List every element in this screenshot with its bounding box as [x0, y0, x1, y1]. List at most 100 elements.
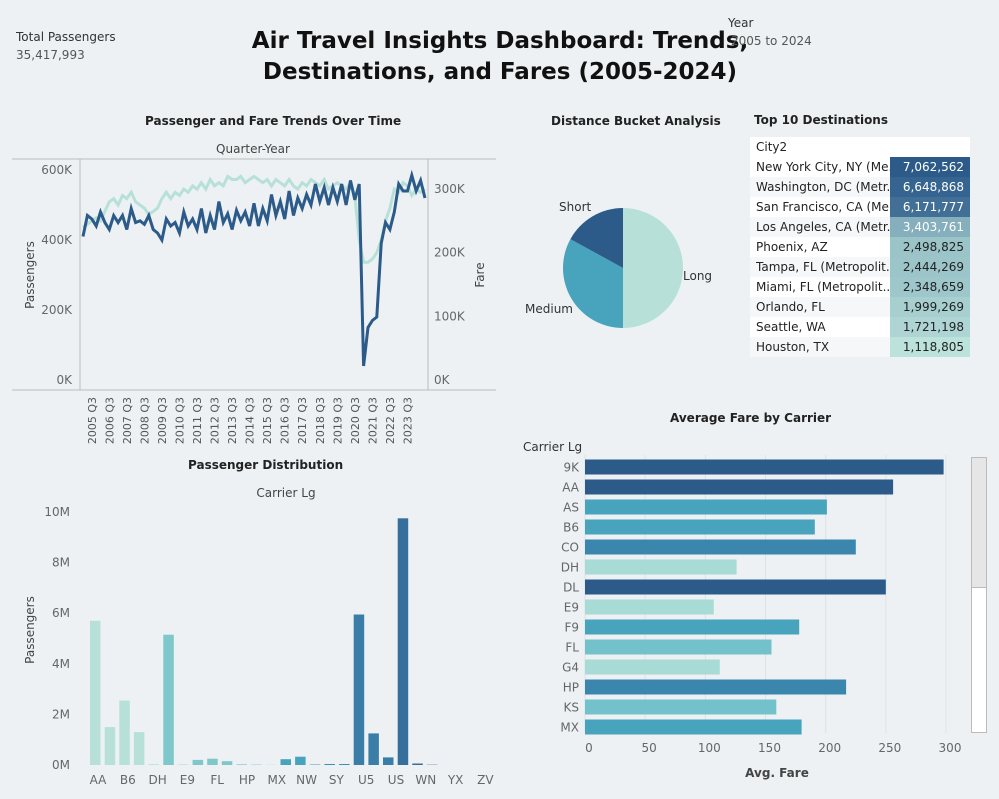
- fare-bar[interactable]: [585, 659, 720, 675]
- distribution-chart: Carrier Lg Passengers 10M 8M 6M 4M 2M 0M AA B6…: [23, 486, 494, 787]
- trend-x-tick: 2008 Q3: [138, 397, 151, 444]
- destination-row[interactable]: Miami, FL (Metropolit.. 2,348,659: [750, 277, 970, 297]
- trend-chart: Quarter-Year Passengers Fare 600K 400K 200…: [12, 142, 496, 444]
- fare-carrier-label: DH: [561, 561, 579, 575]
- pie-chart-title: Distance Bucket Analysis: [551, 114, 721, 128]
- distribution-bar[interactable]: [383, 757, 394, 765]
- distribution-bar[interactable]: [339, 764, 350, 765]
- trend-left-tick: 400K: [41, 233, 73, 247]
- distribution-bar[interactable]: [133, 732, 145, 765]
- trend-x-tick: 2023 Q3: [402, 397, 415, 444]
- fare-bar[interactable]: [585, 479, 894, 495]
- trend-chart-title: Passenger and Fare Trends Over Time: [145, 114, 402, 128]
- distribution-bar[interactable]: [397, 518, 409, 765]
- fare-bar[interactable]: [585, 699, 777, 715]
- distribution-bar[interactable]: [221, 761, 233, 765]
- destination-passengers: 1,118,805: [890, 337, 970, 357]
- trend-right-tick: 0K: [434, 373, 451, 387]
- trend-x-tick: 2015 Q3: [261, 397, 274, 444]
- fare-carrier-label: HP: [563, 681, 579, 695]
- fare-carrier-label: AS: [563, 501, 579, 515]
- destination-city: Orlando, FL: [756, 300, 825, 314]
- distribution-bar[interactable]: [412, 763, 423, 766]
- year-filter-value[interactable]: 2005 to 2024: [731, 34, 812, 48]
- distribution-title: Passenger Distribution: [188, 458, 344, 472]
- fare-bar[interactable]: [585, 679, 847, 695]
- distribution-bar[interactable]: [119, 700, 130, 766]
- destination-city: Tampa, FL (Metropolit..: [756, 260, 890, 274]
- fare-bar[interactable]: [585, 619, 800, 635]
- pie-label-short: Short: [559, 200, 591, 214]
- distribution-y-tick: 2M: [52, 707, 70, 721]
- fare-series-line: [82, 174, 426, 264]
- destination-passengers: 6,171,777: [890, 197, 970, 217]
- distribution-bar[interactable]: [148, 764, 160, 765]
- distribution-bar[interactable]: [353, 614, 365, 766]
- destination-row[interactable]: New York City, NY (Me.. 7,062,562: [750, 157, 970, 177]
- destination-row[interactable]: Tampa, FL (Metropolit.. 2,444,269: [750, 257, 970, 277]
- distribution-bar[interactable]: [163, 634, 174, 765]
- fare-carrier-label: DL: [563, 581, 579, 595]
- pie-slice-short[interactable]: [570, 208, 623, 268]
- trend-x-tick: 2019 Q3: [331, 397, 344, 444]
- year-filter-label: Year: [728, 16, 754, 30]
- trend-left-tick: 600K: [41, 163, 73, 177]
- fare-bar[interactable]: [585, 559, 737, 575]
- trend-x-tick: 2010 Q3: [174, 397, 187, 444]
- destination-city: Washington, DC (Metr..: [756, 180, 890, 194]
- destination-row[interactable]: Phoenix, AZ 2,498,825: [750, 237, 970, 257]
- distribution-bar[interactable]: [236, 764, 248, 766]
- fare-x-tick: 50: [642, 741, 657, 755]
- passengers-series-line: [81, 169, 427, 367]
- distribution-bar[interactable]: [192, 759, 204, 765]
- distribution-x-tick: YX: [447, 773, 464, 787]
- trend-right-tick: 300K: [434, 182, 466, 196]
- trend-x-tick: 2005 Q3: [86, 397, 99, 444]
- top10-title: Top 10 Destinations: [754, 113, 888, 127]
- distribution-x-tick: MX: [268, 773, 287, 787]
- destination-row[interactable]: Houston, TX 1,118,805: [750, 337, 970, 357]
- destination-row[interactable]: Washington, DC (Metr.. 6,648,868: [750, 177, 970, 197]
- distribution-x-tick: US: [388, 773, 404, 787]
- distribution-x-tick: U5: [358, 773, 374, 787]
- distribution-bar[interactable]: [90, 620, 101, 765]
- fare-chart-title: Average Fare by Carrier: [670, 411, 832, 425]
- distribution-bar[interactable]: [280, 759, 292, 765]
- fare-x-tick: 150: [758, 741, 781, 755]
- trend-x-tick: 2018 Q3: [314, 397, 327, 444]
- trend-right-axis-title: Fare: [473, 262, 487, 287]
- distribution-x-tick: FL: [210, 773, 224, 787]
- fare-bar[interactable]: [585, 719, 802, 735]
- distribution-bar[interactable]: [295, 756, 306, 765]
- fare-bar[interactable]: [585, 499, 827, 515]
- destination-row[interactable]: San Francisco, CA (Me.. 6,171,777: [750, 197, 970, 217]
- total-passengers-label: Total Passengers: [16, 30, 116, 44]
- destination-city: Houston, TX: [756, 340, 830, 354]
- distribution-bar[interactable]: [368, 733, 379, 765]
- destination-city: Miami, FL (Metropolit..: [756, 280, 890, 294]
- fare-chart-scroll-thumb[interactable]: [972, 458, 986, 588]
- fare-carrier-label: KS: [564, 701, 580, 715]
- fare-bar[interactable]: [585, 519, 815, 535]
- distribution-bar[interactable]: [207, 758, 218, 765]
- fare-bar[interactable]: [585, 459, 944, 475]
- pie-slice-medium[interactable]: [562, 239, 623, 328]
- destination-row[interactable]: Los Angeles, CA (Metr.. 3,403,761: [750, 217, 970, 237]
- fare-bar[interactable]: [585, 579, 886, 595]
- distribution-bar[interactable]: [104, 727, 116, 765]
- destination-row[interactable]: Orlando, FL 1,999,269: [750, 297, 970, 317]
- fare-x-tick: 100: [698, 741, 721, 755]
- distribution-axis-title: Passengers: [23, 596, 37, 664]
- pie-slice-long[interactable]: [623, 208, 683, 328]
- distribution-bar[interactable]: [324, 764, 335, 765]
- trend-x-tick: 2022 Q3: [384, 397, 397, 444]
- fare-bar[interactable]: [585, 539, 856, 555]
- fare-bar[interactable]: [585, 639, 772, 655]
- destination-row[interactable]: Seattle, WA 1,721,198: [750, 317, 970, 337]
- fare-bar[interactable]: [585, 599, 714, 615]
- fare-x-tick: 300: [939, 741, 962, 755]
- distribution-y-tick: 0M: [52, 758, 70, 772]
- distribution-bar[interactable]: [309, 764, 321, 766]
- fare-carrier-label: G4: [562, 661, 579, 675]
- title-line-2: Destinations, and Fares (2005-2024): [262, 59, 738, 85]
